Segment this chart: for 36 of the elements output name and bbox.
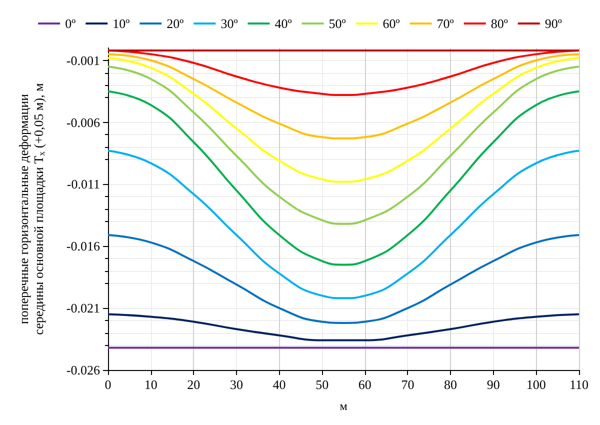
- x-tick-label: 20: [187, 377, 200, 392]
- line-series: [107, 150, 580, 300]
- x-tick-label: 30: [230, 377, 243, 392]
- x-tick-label: 70: [401, 377, 414, 392]
- line-series: [107, 313, 580, 342]
- line-series: [107, 56, 580, 183]
- legend-label: 50º: [328, 16, 346, 31]
- legend-label: 90º: [544, 16, 562, 31]
- x-tick-label: 60: [358, 377, 372, 392]
- y-tick-label: -0.026: [66, 362, 100, 378]
- legend-label: 0º: [65, 16, 76, 31]
- x-tick-label: 100: [526, 377, 546, 392]
- x-tick-label: 90: [486, 377, 500, 392]
- x-tick-label: 10: [144, 377, 158, 392]
- x-tick-label: 110: [569, 377, 589, 392]
- y-tick-label: -0.016: [66, 238, 100, 254]
- x-tick-label: 80: [444, 377, 458, 392]
- x-axis-title: м: [340, 399, 348, 413]
- legend-label: 60º: [382, 16, 400, 31]
- legend-label: 30º: [220, 16, 238, 31]
- legend-label: 40º: [274, 16, 292, 31]
- legend-label: 20º: [166, 16, 184, 31]
- legend-label: 80º: [490, 16, 508, 31]
- line-series: [107, 53, 580, 140]
- line-series: [107, 66, 580, 225]
- y-tick-label: -0.006: [66, 114, 100, 130]
- legend-label: 70º: [436, 16, 454, 31]
- x-tick-label: 40: [272, 377, 286, 392]
- x-tick-label: 50: [316, 377, 329, 392]
- y-tick-label: -0.011: [66, 176, 100, 192]
- line-series: [107, 90, 580, 266]
- y-tick-label: -0.021: [66, 300, 100, 316]
- line-series: [107, 234, 580, 324]
- y-tick-label: -0.001: [66, 52, 100, 68]
- x-tick-label: 0: [104, 377, 112, 392]
- legend-label: 10º: [112, 16, 130, 31]
